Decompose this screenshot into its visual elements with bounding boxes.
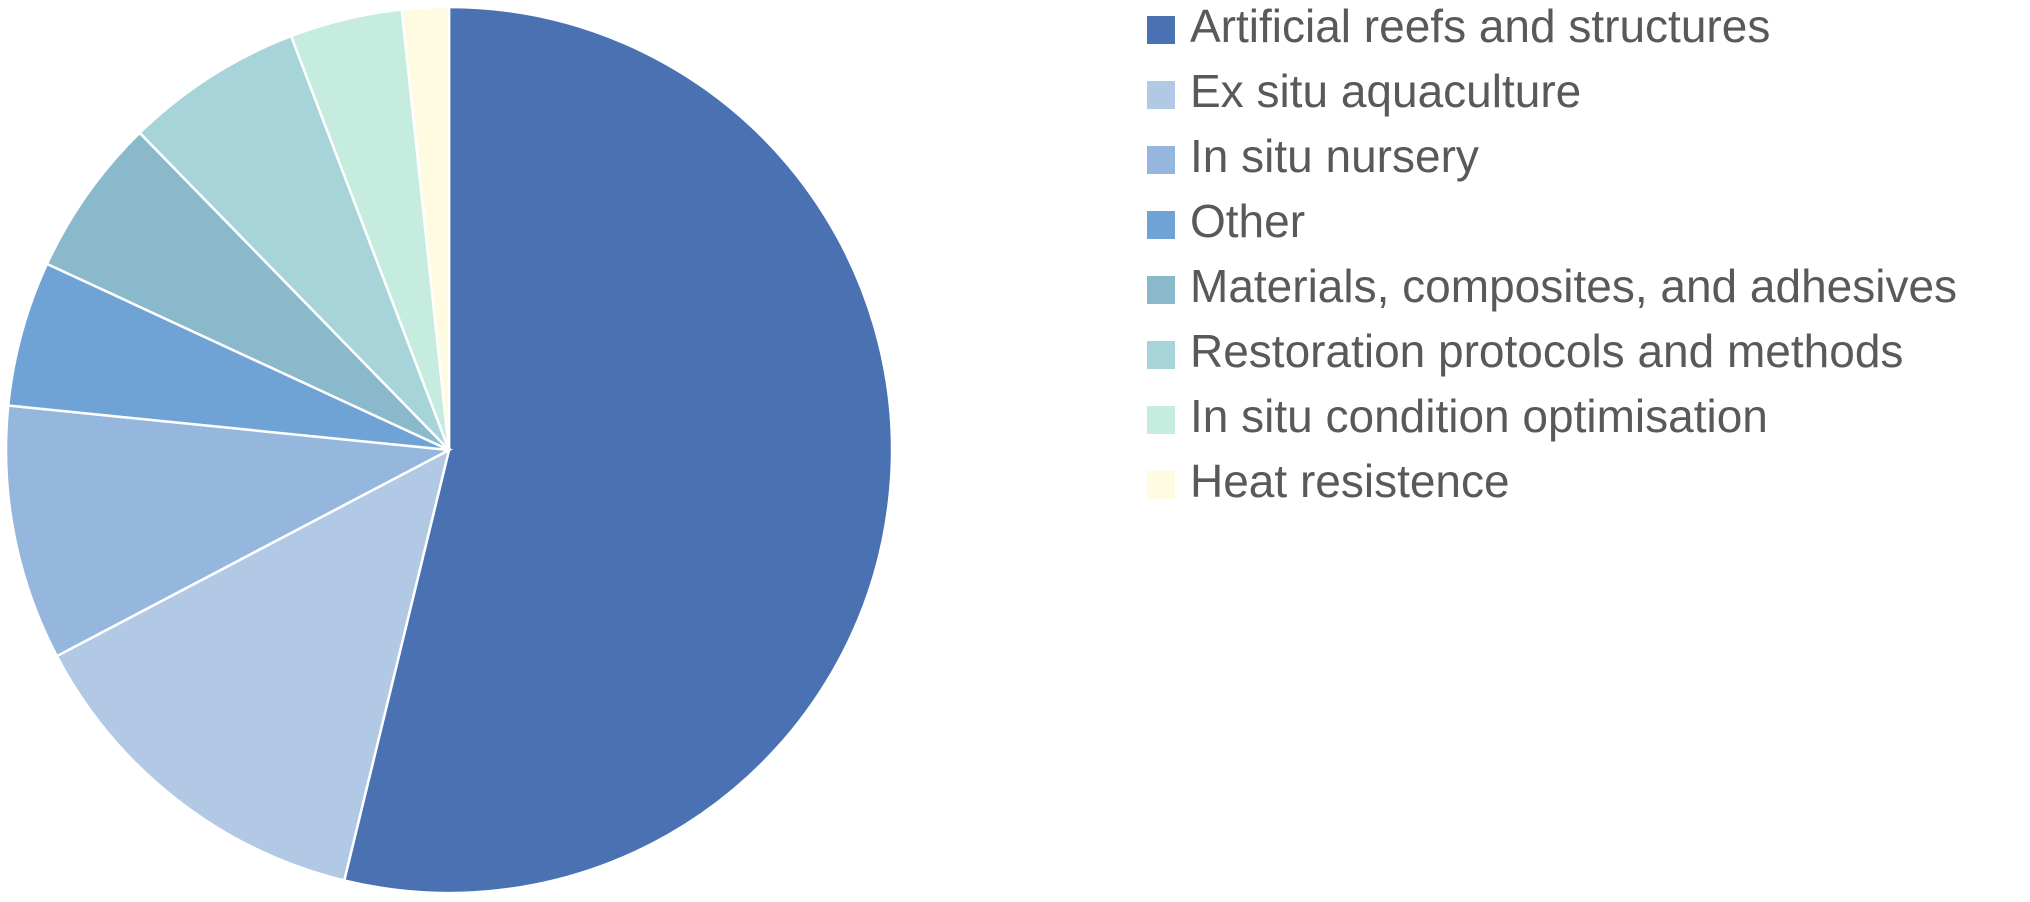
pie-slice [400,5,451,451]
legend-swatch [1147,211,1175,239]
legend-label: In situ nursery [1190,130,1479,182]
legend-swatch [1147,146,1175,174]
legend-swatch [1147,276,1175,304]
legend-label: Materials, composites, and adhesives [1190,260,1957,312]
legend-swatch [1147,341,1175,369]
legend-label: Restoration protocols and methods [1190,325,1903,377]
pie-slice [137,34,451,451]
legend-label: In situ condition optimisation [1190,390,1768,442]
pie-slice [4,404,454,658]
legend-label: Ex situ aquaculture [1190,65,1581,117]
legend-swatch [1147,406,1175,434]
pie-slice [6,262,450,452]
legend-label: Other [1190,195,1305,247]
pie-slice [55,447,451,882]
legend-swatch [1147,471,1175,499]
pie-slice [342,5,894,895]
legend-swatch [1147,16,1175,44]
legend-swatch [1147,81,1175,109]
legend-label: Artificial reefs and structures [1190,0,1770,52]
legend-label: Heat resistence [1190,455,1510,507]
pie-slice [45,131,450,452]
